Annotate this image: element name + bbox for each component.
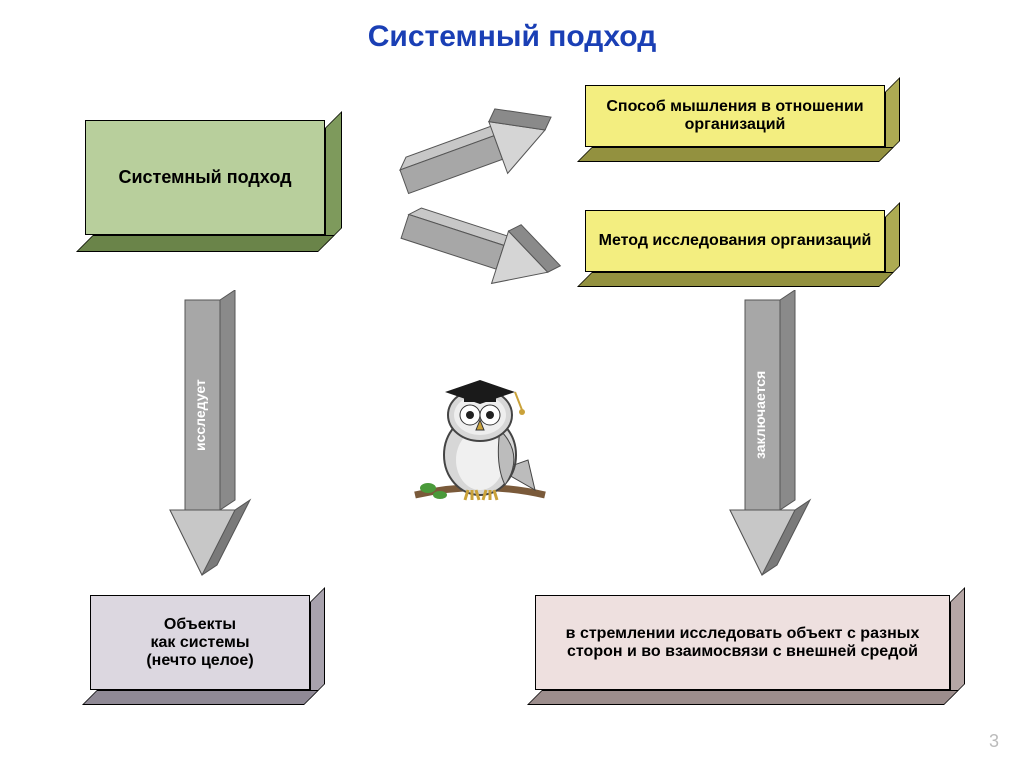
box-main-label: Системный подход xyxy=(85,120,325,235)
arrow-diagonal-lower xyxy=(381,183,590,327)
box-top2: Метод исследования организаций xyxy=(585,210,898,285)
arrow-down-left-label: исследует xyxy=(192,340,208,490)
diagram-title: Системный подход xyxy=(0,20,1024,54)
page-number: 3 xyxy=(989,731,999,752)
box-bottom-left: Объекты как системы (нечто целое) xyxy=(90,595,323,703)
box-bottom-left-label: Объекты как системы (нечто целое) xyxy=(90,595,310,690)
box-bottom-right-label: в стремлении исследовать объект с разных… xyxy=(535,595,950,690)
arrow-down-right-label: заключается xyxy=(752,340,768,490)
box-top1: Способ мышления в отношении организаций xyxy=(585,85,898,160)
box-bottom-right: в стремлении исследовать объект с разных… xyxy=(535,595,963,703)
box-top1-label: Способ мышления в отношении организаций xyxy=(585,85,885,147)
box-top2-label: Метод исследования организаций xyxy=(585,210,885,272)
owl-icon xyxy=(400,360,560,520)
arrow-down-left xyxy=(160,290,270,580)
box-main: Системный подход xyxy=(85,120,340,250)
arrow-down-right xyxy=(720,290,830,580)
